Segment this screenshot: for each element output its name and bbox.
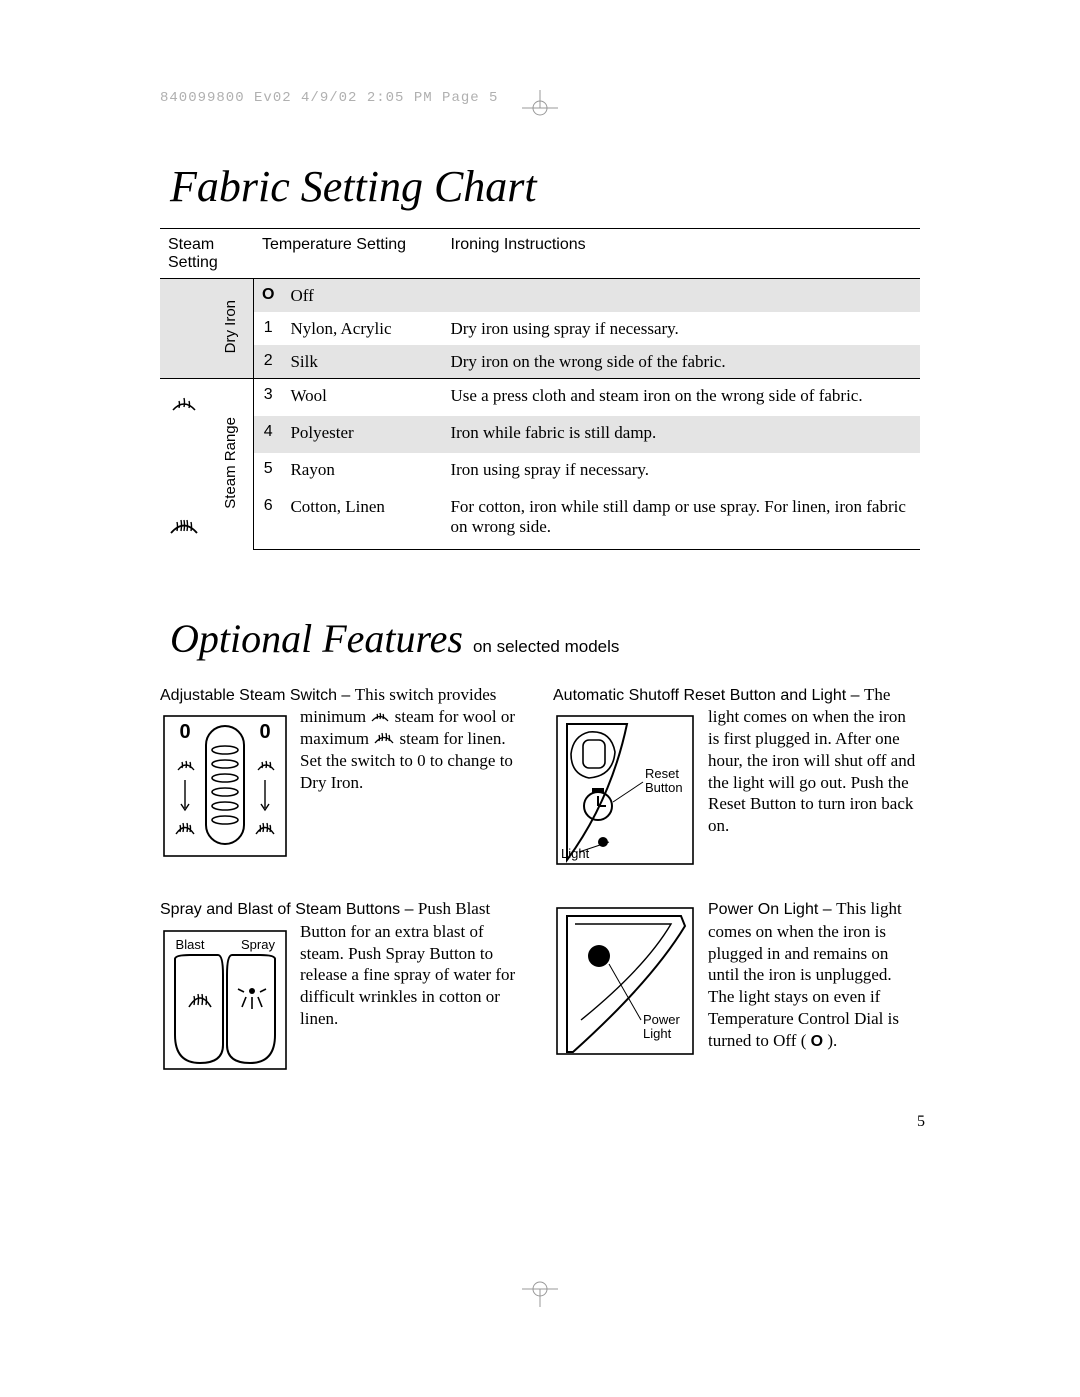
features-grid: Adjustable Steam Switch – This switch pr…: [160, 684, 920, 1075]
steam-switch-illustration: 0 0: [160, 710, 290, 860]
page-content: 840099800 Ev02 4/9/02 2:05 PM Page 5 Fab…: [0, 0, 1080, 1145]
svg-text:Light: Light: [643, 1026, 672, 1041]
feature-steam-switch: Adjustable Steam Switch – This switch pr…: [160, 684, 527, 870]
table-row: 5 Rayon Iron using spray if necessary.: [160, 453, 920, 490]
col-temp-setting: Temperature Setting: [254, 228, 442, 279]
fabric-chart-title: Fabric Setting Chart: [170, 161, 920, 212]
feature-power-light: Power On Light – Power Light This light …: [553, 898, 920, 1074]
table-row: Steam Range 3 Wool Use a press cloth and…: [160, 378, 920, 416]
table-row: 1 Nylon, Acrylic Dry iron using spray if…: [160, 312, 920, 345]
table-row: 6 Cotton, Linen For cotton, iron while s…: [160, 490, 920, 550]
col-steam-setting: Steam Setting: [160, 228, 254, 279]
steam-min-icon: [169, 390, 199, 416]
feature-shutoff: Automatic Shutoff Reset Button and Light…: [553, 684, 920, 870]
shutoff-illustration: Reset Button Light: [553, 710, 698, 870]
off-mark: O: [811, 1033, 823, 1050]
feature-spray-blast: Spray and Blast of Steam Buttons – Blast…: [160, 898, 527, 1074]
steam-inline-max-icon: [373, 729, 395, 746]
steam-range-label: Steam Range: [222, 417, 239, 509]
svg-text:Power: Power: [643, 1012, 681, 1027]
svg-text:Light: Light: [561, 846, 590, 861]
svg-text:Spray: Spray: [241, 937, 275, 952]
optional-features-title: Optional Features on selected models: [170, 615, 920, 662]
crop-mark-top-icon: [522, 90, 558, 126]
svg-text:0: 0: [259, 721, 270, 743]
steam-max-icon: [168, 511, 200, 539]
table-row: 2 Silk Dry iron on the wrong side of the…: [160, 345, 920, 378]
svg-text:Button: Button: [645, 780, 683, 795]
table-row: 4 Polyester Iron while fabric is still d…: [160, 416, 920, 453]
table-row: Dry Iron O Off: [160, 279, 920, 312]
svg-text:0: 0: [179, 721, 190, 743]
steam-inline-min-icon: [370, 708, 390, 724]
svg-text:Blast: Blast: [176, 937, 205, 952]
dry-iron-label: Dry Iron: [222, 300, 239, 353]
fabric-setting-table: Steam Setting Temperature Setting Ironin…: [160, 228, 920, 550]
page-number: 5: [917, 1113, 925, 1131]
spray-blast-illustration: Blast Spray: [160, 925, 290, 1075]
crop-mark-bottom-icon: [522, 1271, 558, 1307]
col-instructions: Ironing Instructions: [442, 228, 920, 279]
svg-text:Reset: Reset: [645, 766, 679, 781]
power-light-illustration: Power Light: [553, 902, 698, 1060]
